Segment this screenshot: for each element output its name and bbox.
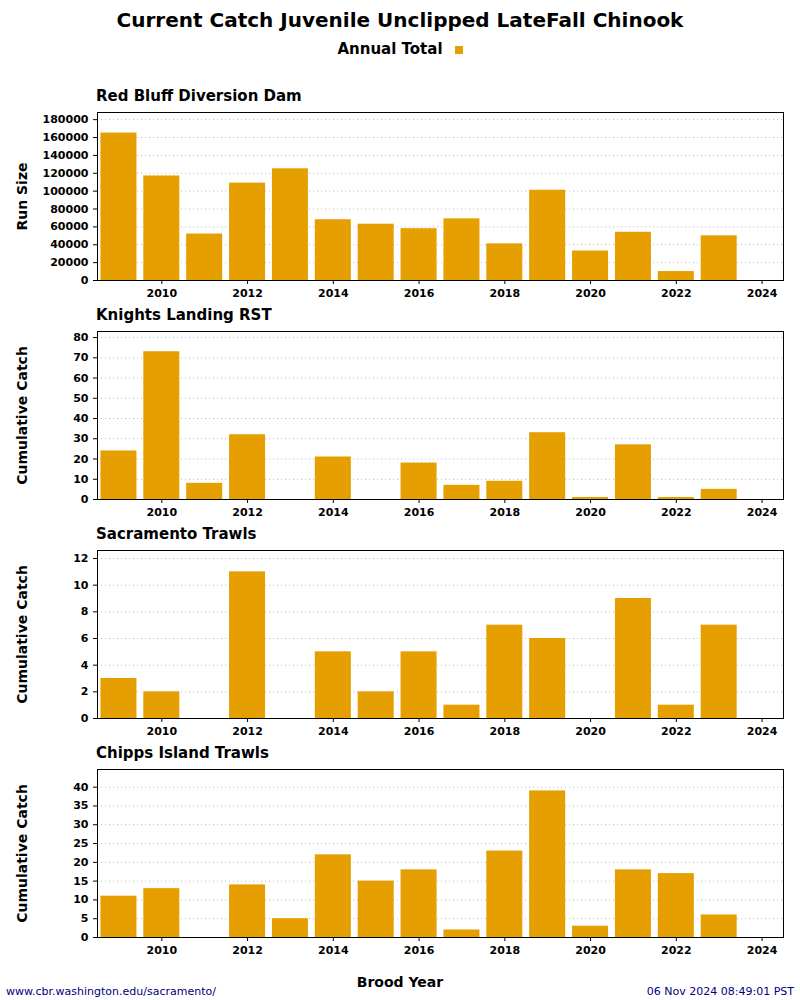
svg-text:2012: 2012: [232, 506, 263, 519]
svg-text:12: 12: [73, 552, 88, 565]
svg-text:2010: 2010: [147, 725, 178, 738]
svg-text:10: 10: [73, 473, 89, 486]
svg-text:2018: 2018: [490, 506, 521, 519]
svg-text:80000: 80000: [50, 203, 89, 216]
svg-text:2012: 2012: [232, 725, 263, 738]
svg-text:10: 10: [73, 579, 89, 592]
svg-text:25: 25: [73, 837, 88, 850]
svg-text:10: 10: [73, 893, 89, 906]
svg-text:70: 70: [73, 351, 89, 364]
svg-text:2014: 2014: [318, 506, 349, 519]
svg-text:2024: 2024: [747, 287, 778, 300]
svg-text:2018: 2018: [490, 944, 521, 957]
svg-text:80: 80: [73, 331, 89, 344]
svg-text:40000: 40000: [50, 238, 89, 251]
svg-text:35: 35: [73, 799, 88, 812]
svg-text:2016: 2016: [404, 506, 435, 519]
svg-text:40: 40: [73, 412, 89, 425]
html-text:Current Catch Juvenile Unclipp: Current Catch Juvenile Unclipped LateFal…: [116, 8, 684, 32]
svg-text:0: 0: [81, 931, 89, 944]
svg-text:2020: 2020: [575, 725, 606, 738]
html-text:Knights Landing RST: Knights Landing RST: [96, 306, 272, 324]
svg-text:20: 20: [73, 453, 89, 466]
svg-text:Cumulative Catch: Cumulative Catch: [14, 784, 30, 923]
svg-text:180000: 180000: [43, 113, 89, 126]
svg-text:2016: 2016: [404, 944, 435, 957]
svg-text:15: 15: [73, 875, 88, 888]
svg-text:140000: 140000: [43, 149, 89, 162]
svg-text:2016: 2016: [404, 725, 435, 738]
svg-text:8: 8: [81, 605, 89, 618]
svg-text:2014: 2014: [318, 944, 349, 957]
svg-text:2022: 2022: [661, 944, 692, 957]
svg-text:2024: 2024: [747, 944, 778, 957]
svg-text:Cumulative Catch: Cumulative Catch: [14, 346, 30, 485]
svg-text:2012: 2012: [232, 287, 263, 300]
svg-text:2010: 2010: [147, 944, 178, 957]
svg-text:30: 30: [73, 432, 89, 445]
html-text:Sacramento Trawls: Sacramento Trawls: [96, 525, 257, 543]
html-text:Brood Year: Brood Year: [356, 974, 444, 990]
svg-text:4: 4: [81, 659, 89, 672]
svg-text:100000: 100000: [43, 185, 89, 198]
svg-text:2014: 2014: [318, 287, 349, 300]
svg-text:30: 30: [73, 818, 89, 831]
svg-text:2020: 2020: [575, 944, 606, 957]
svg-text:2018: 2018: [490, 725, 521, 738]
svg-text:60000: 60000: [50, 220, 89, 233]
html-text:Annual Total: Annual Total: [337, 40, 443, 58]
svg-text:2014: 2014: [318, 725, 349, 738]
svg-text:20: 20: [73, 856, 89, 869]
svg-text:5: 5: [81, 912, 89, 925]
svg-text:2020: 2020: [575, 506, 606, 519]
svg-text:0: 0: [81, 493, 89, 506]
svg-text:2: 2: [81, 685, 89, 698]
svg-text:50: 50: [73, 392, 89, 405]
svg-text:2010: 2010: [147, 287, 178, 300]
svg-text:2018: 2018: [490, 287, 521, 300]
svg-text:2012: 2012: [232, 944, 263, 957]
html-text:06 Nov 2024 08:49:01 PST: 06 Nov 2024 08:49:01 PST: [646, 985, 794, 998]
svg-text:2020: 2020: [575, 287, 606, 300]
svg-text:2022: 2022: [661, 287, 692, 300]
svg-text:60: 60: [73, 372, 89, 385]
svg-text:0: 0: [81, 274, 89, 287]
svg-text:2022: 2022: [661, 506, 692, 519]
svg-text:Run Size: Run Size: [14, 162, 30, 230]
svg-text:6: 6: [81, 632, 89, 645]
svg-text:20000: 20000: [50, 256, 89, 269]
svg-text:2010: 2010: [147, 506, 178, 519]
svg-text:Cumulative Catch: Cumulative Catch: [14, 565, 30, 704]
svg-text:2016: 2016: [404, 287, 435, 300]
svg-text:2024: 2024: [747, 725, 778, 738]
svg-text:160000: 160000: [43, 131, 89, 144]
html-text:Red Bluff Diversion Dam: Red Bluff Diversion Dam: [96, 87, 302, 105]
svg-text:2022: 2022: [661, 725, 692, 738]
html-text:www.cbr.washington.edu/sacrame: www.cbr.washington.edu/sacramento/: [6, 985, 216, 998]
svg-text:120000: 120000: [43, 167, 89, 180]
svg-text:0: 0: [81, 712, 89, 725]
svg-text:2024: 2024: [747, 506, 778, 519]
html-text:Chipps Island Trawls: Chipps Island Trawls: [96, 744, 269, 762]
svg-text:40: 40: [73, 781, 89, 794]
